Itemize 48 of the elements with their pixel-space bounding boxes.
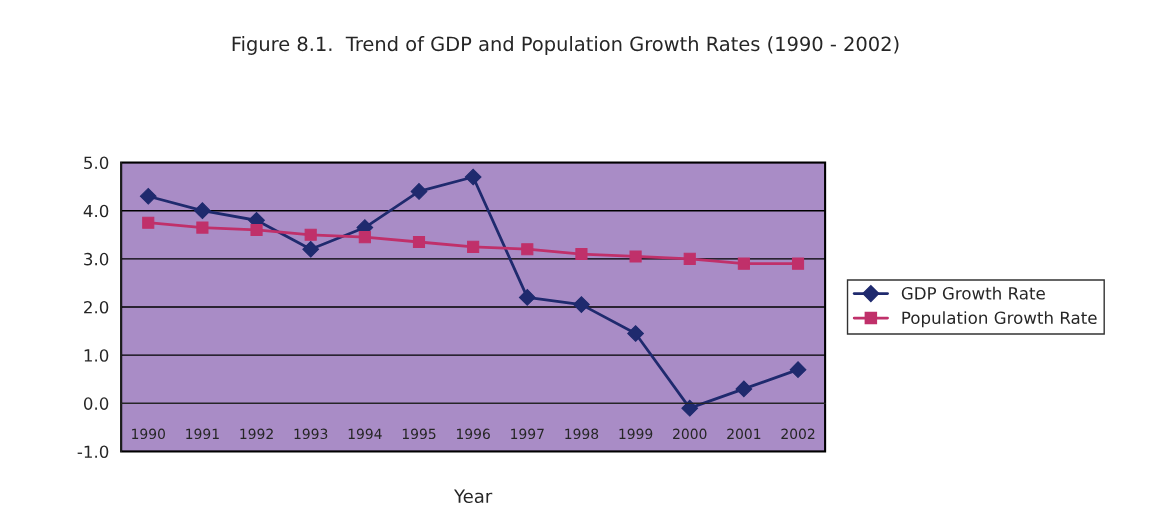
point [627,325,644,342]
x-tick-label: 1997 [511,428,544,440]
legend-label: GDP Growth Rate [901,286,1045,300]
x-tick-label: 1996 [456,428,490,440]
y-tick-label: 3.0 [84,252,109,266]
point [737,257,750,270]
y-tick-label: 2.0 [84,300,109,314]
legend-label: Population Growth Rate [902,311,1097,328]
x-axis-title: Year [453,489,493,504]
point [358,231,371,244]
x-tick-label: 2002 [781,428,815,440]
point [681,399,699,417]
y-tick-label: -1.0 [77,445,109,459]
point [302,240,320,258]
point [467,240,480,253]
chart-title: Figure 8.1. Trend of GDP and Population Growth Rates (1990 - 2002) [232,36,899,55]
x-tick-label: 1994 [348,428,382,440]
x-tick-label: 1998 [565,428,599,440]
point [194,202,211,220]
point [573,296,590,313]
y-tick-label: 1.0 [84,349,109,362]
x-tick-label: 1999 [619,428,653,440]
point [683,252,696,265]
point [789,361,807,378]
y-tick-label: 4.0 [83,204,109,218]
x-tick-label: 1993 [294,428,328,440]
x-tick-label: 2000 [673,428,707,440]
point [139,187,157,205]
x-tick-label: 1992 [240,428,273,440]
y-tick-label: 5.0 [84,156,109,170]
point [629,250,642,263]
x-tick-label: 1991 [186,428,219,440]
point [142,216,155,229]
x-tick-label: 1990 [132,428,165,440]
point [791,257,805,270]
point [304,228,317,241]
point [575,247,588,261]
point [464,168,482,186]
point [412,235,426,249]
point [196,221,209,234]
point [250,223,263,237]
point [518,289,536,306]
x-tick-label: 2001 [727,428,761,440]
y-tick-label: 0.0 [83,397,109,410]
point [410,183,428,200]
point [521,243,534,256]
x-tick-label: 1995 [402,428,436,440]
point [735,380,753,398]
